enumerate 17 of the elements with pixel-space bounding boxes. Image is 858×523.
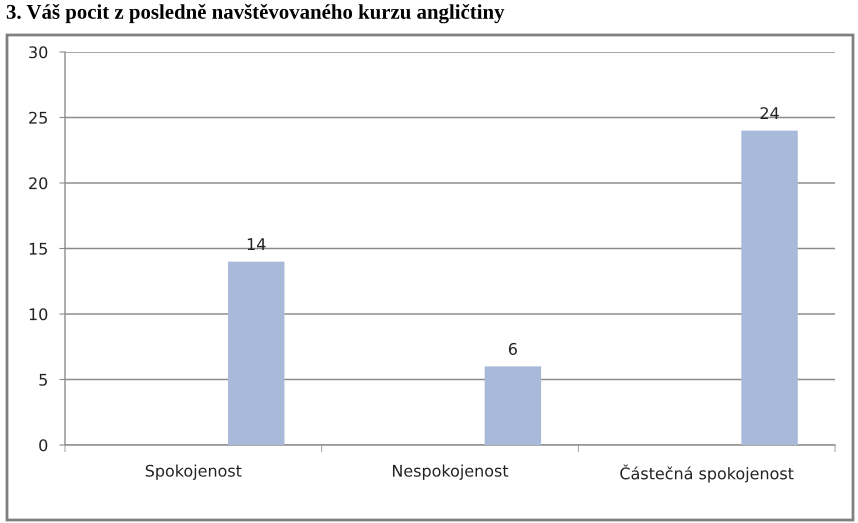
x-tick-label: Spokojenost <box>146 464 242 480</box>
y-tick-label: 5 <box>39 374 47 386</box>
y-tick-label: 0 <box>39 439 48 452</box>
y-tick-label: 25 <box>29 112 47 124</box>
x-tick-label: Nespokojenost <box>392 464 508 480</box>
bar <box>741 130 798 445</box>
chart-title: 3. Váš pocit z posledně navštěvovaného kurzu angličtiny <box>6 4 504 24</box>
data-label: 6 <box>508 342 517 355</box>
y-tick-label: 10 <box>30 308 48 320</box>
data-label: 14 <box>248 238 266 250</box>
x-tick-label: Částečná spokojenost <box>620 464 794 483</box>
y-tick-label: 30 <box>29 46 48 58</box>
bar <box>484 366 542 445</box>
y-tick-label: 15 <box>30 242 47 255</box>
data-label: 24 <box>760 107 779 119</box>
y-tick-label: 20 <box>29 177 48 190</box>
bar <box>228 262 284 445</box>
